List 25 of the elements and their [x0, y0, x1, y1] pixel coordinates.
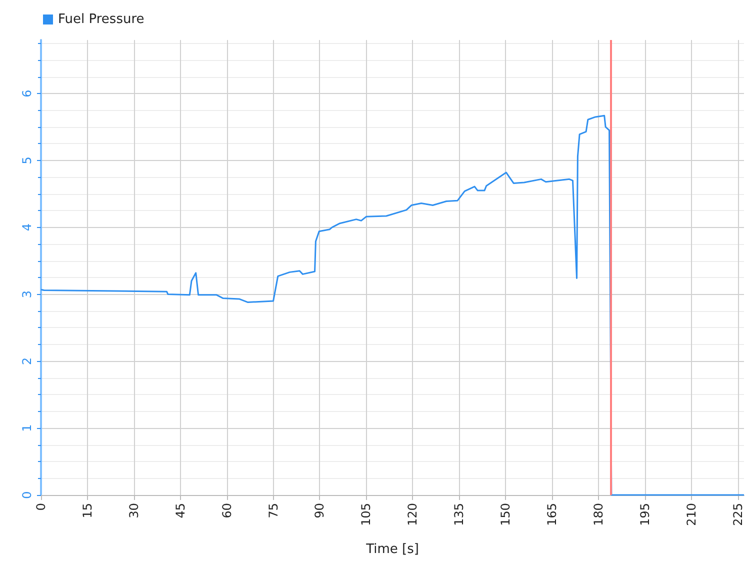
- y-tick-label: 0: [20, 491, 34, 499]
- y-tick-label: 6: [20, 90, 34, 98]
- x-tick-label: 105: [359, 503, 374, 526]
- x-tick-label: 120: [406, 503, 420, 526]
- x-tick-label: 180: [591, 503, 606, 526]
- x-tick-label: 15: [80, 503, 94, 518]
- x-tick-label: 75: [266, 503, 280, 518]
- legend-label: Fuel Pressure: [58, 12, 144, 27]
- y-tick-label: 5: [20, 156, 34, 164]
- x-axis-title: Time [s]: [365, 542, 419, 557]
- x-tick-label: 30: [126, 503, 141, 518]
- x-tick-label: 90: [312, 503, 327, 518]
- x-tick-label: 45: [173, 503, 188, 518]
- x-tick-label: 195: [638, 503, 652, 526]
- x-tick-label: 135: [452, 503, 466, 526]
- x-tick-label: 210: [684, 503, 698, 526]
- x-tick-label: 150: [498, 503, 513, 526]
- x-tick-label: 165: [544, 503, 559, 526]
- y-tick-label: 2: [20, 357, 34, 365]
- y-tick-label: 3: [20, 290, 34, 298]
- x-tick-label: 60: [220, 503, 234, 518]
- y-tick-label: 4: [20, 224, 34, 232]
- x-tick-label: 225: [730, 503, 745, 526]
- y-tick-label: 1: [20, 424, 34, 432]
- x-tick-label: 0: [34, 503, 48, 511]
